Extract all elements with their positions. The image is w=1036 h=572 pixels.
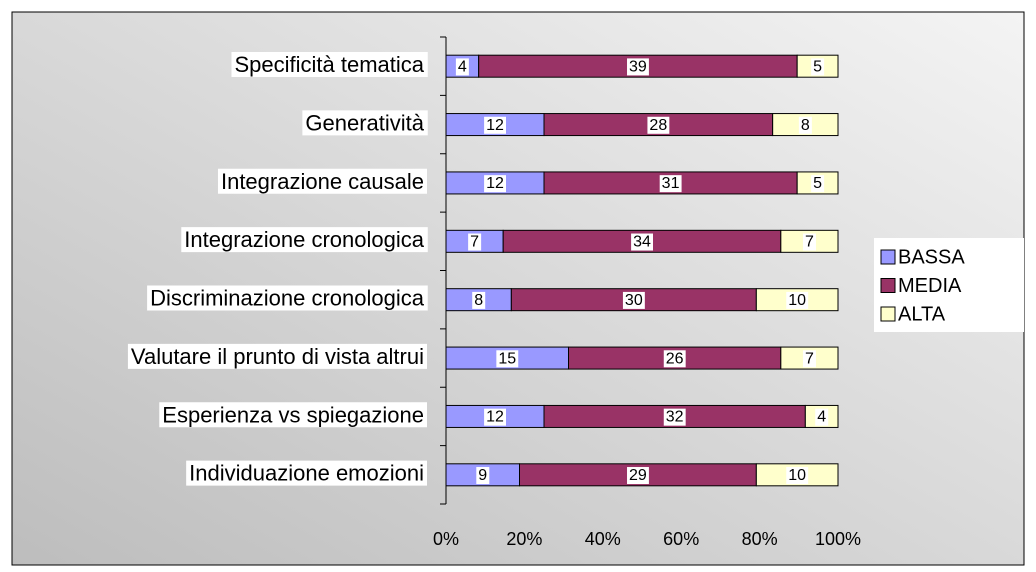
- label-background: [663, 408, 686, 426]
- data-label: 12: [486, 175, 504, 192]
- label-background: [484, 408, 506, 426]
- data-label: 5: [813, 175, 822, 192]
- label-background: [631, 233, 653, 251]
- label-background: [659, 175, 682, 193]
- x-tick-label: 40%: [585, 529, 621, 549]
- label-background: [476, 467, 490, 485]
- label-background: [627, 467, 649, 485]
- label-background: [231, 52, 428, 77]
- y-tick-label: Integrazione cronologica: [184, 227, 424, 252]
- label-background: [484, 175, 506, 193]
- label-background: [159, 402, 427, 428]
- x-tick-label: 20%: [506, 529, 542, 549]
- label-background: [663, 350, 686, 368]
- data-label: 12: [486, 117, 504, 134]
- legend-swatch: [880, 306, 896, 322]
- label-background: [217, 168, 427, 194]
- legend-box: [874, 238, 1024, 332]
- data-label: 7: [470, 234, 479, 251]
- data-label: 10: [788, 467, 806, 484]
- data-label: 31: [662, 175, 680, 192]
- data-label: 12: [486, 409, 504, 426]
- y-tick-label: Generatività: [305, 110, 424, 135]
- y-tick-label: Individuazione emozioni: [189, 461, 424, 486]
- legend-label: BASSA: [898, 246, 965, 268]
- label-background: [811, 58, 825, 76]
- x-tick-label: 0%: [433, 529, 459, 549]
- data-label: 30: [625, 292, 643, 309]
- label-background: [468, 233, 482, 251]
- data-label: 9: [478, 467, 487, 484]
- label-background: [802, 350, 816, 368]
- data-label: 7: [805, 350, 814, 367]
- label-background: [811, 175, 825, 193]
- data-label: 28: [649, 117, 667, 134]
- label-background: [127, 343, 427, 369]
- data-label: 26: [666, 350, 684, 367]
- y-tick-label: Esperienza vs spiegazione: [162, 402, 424, 427]
- y-tick-label: Discriminazione cronologica: [150, 286, 425, 311]
- label-background: [815, 408, 829, 426]
- label-background: [147, 285, 428, 311]
- data-label: 29: [629, 467, 647, 484]
- legend-swatch: [880, 249, 896, 265]
- label-background: [302, 110, 428, 136]
- data-label: 34: [633, 234, 651, 251]
- data-label: 39: [629, 58, 647, 75]
- label-background: [181, 227, 428, 253]
- x-tick-label: 80%: [742, 529, 778, 549]
- label-background: [786, 291, 809, 309]
- data-label: 4: [458, 58, 467, 75]
- label-background: [472, 291, 486, 309]
- label-background: [802, 233, 816, 251]
- y-tick-label: Specificità tematica: [234, 52, 424, 77]
- x-tick-label: 60%: [663, 529, 699, 549]
- label-background: [496, 350, 519, 368]
- y-tick-label: Valutare il prunto di vista altrui: [131, 344, 424, 369]
- label-background: [786, 467, 809, 485]
- data-label: 32: [666, 409, 684, 426]
- legend-swatch: [880, 278, 896, 293]
- legend-label: ALTA: [898, 303, 946, 325]
- label-background: [647, 116, 670, 134]
- data-label: 7: [805, 234, 814, 251]
- legend-label: MEDIA: [898, 275, 962, 297]
- label-background: [455, 58, 469, 76]
- label-background: [798, 116, 812, 134]
- label-background: [622, 291, 645, 309]
- y-tick-label: Integrazione causale: [221, 169, 424, 194]
- label-background: [627, 58, 649, 76]
- data-label: 10: [788, 292, 806, 309]
- data-label: 5: [813, 58, 822, 75]
- data-label: 8: [474, 292, 483, 309]
- label-background: [186, 460, 427, 486]
- data-label: 15: [498, 350, 516, 367]
- x-tick-label: 100%: [815, 529, 861, 549]
- data-label: 8: [801, 117, 810, 134]
- label-background: [484, 116, 506, 134]
- data-label: 4: [817, 409, 826, 426]
